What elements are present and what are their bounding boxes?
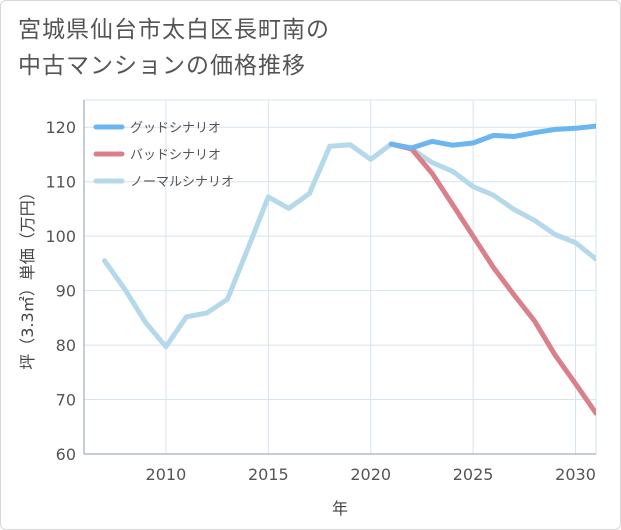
x-tick-label-2030: 2030 bbox=[555, 465, 596, 484]
x-tick-label-2020: 2020 bbox=[350, 465, 391, 484]
y-tick-label-120: 120 bbox=[45, 118, 76, 137]
series-line-2 bbox=[102, 141, 596, 350]
x-tick-label-2010: 2010 bbox=[146, 465, 187, 484]
legend-label-0: グッドシナリオ bbox=[130, 121, 221, 136]
y-tick-label-90: 90 bbox=[56, 282, 76, 301]
x-tick-label-2015: 2015 bbox=[248, 465, 289, 484]
series-line-0 bbox=[388, 123, 596, 151]
y-tick-label-70: 70 bbox=[56, 391, 76, 410]
y-tick-label-60: 60 bbox=[56, 445, 76, 464]
y-tick-label-80: 80 bbox=[56, 336, 76, 355]
chart-title-line-1: 宮城県仙台市太白区長町南の bbox=[18, 17, 330, 43]
legend-label-1: バッドシナリオ bbox=[130, 148, 221, 163]
legend-label-2: ノーマルシナリオ bbox=[130, 175, 234, 190]
y-axis-label: 坪（3.3㎡）単価（万円） bbox=[18, 184, 37, 369]
y-tick-label-100: 100 bbox=[45, 227, 76, 246]
x-axis-label: 年 bbox=[332, 499, 348, 518]
chart-title-line-2: 中古マンションの価格推移 bbox=[18, 53, 306, 79]
y-tick-label-110: 110 bbox=[45, 173, 76, 192]
chart-title: 宮城県仙台市太白区長町南の 中古マンションの価格推移 bbox=[18, 12, 330, 84]
series-line-1 bbox=[388, 141, 596, 416]
x-tick-label-2025: 2025 bbox=[453, 465, 494, 484]
